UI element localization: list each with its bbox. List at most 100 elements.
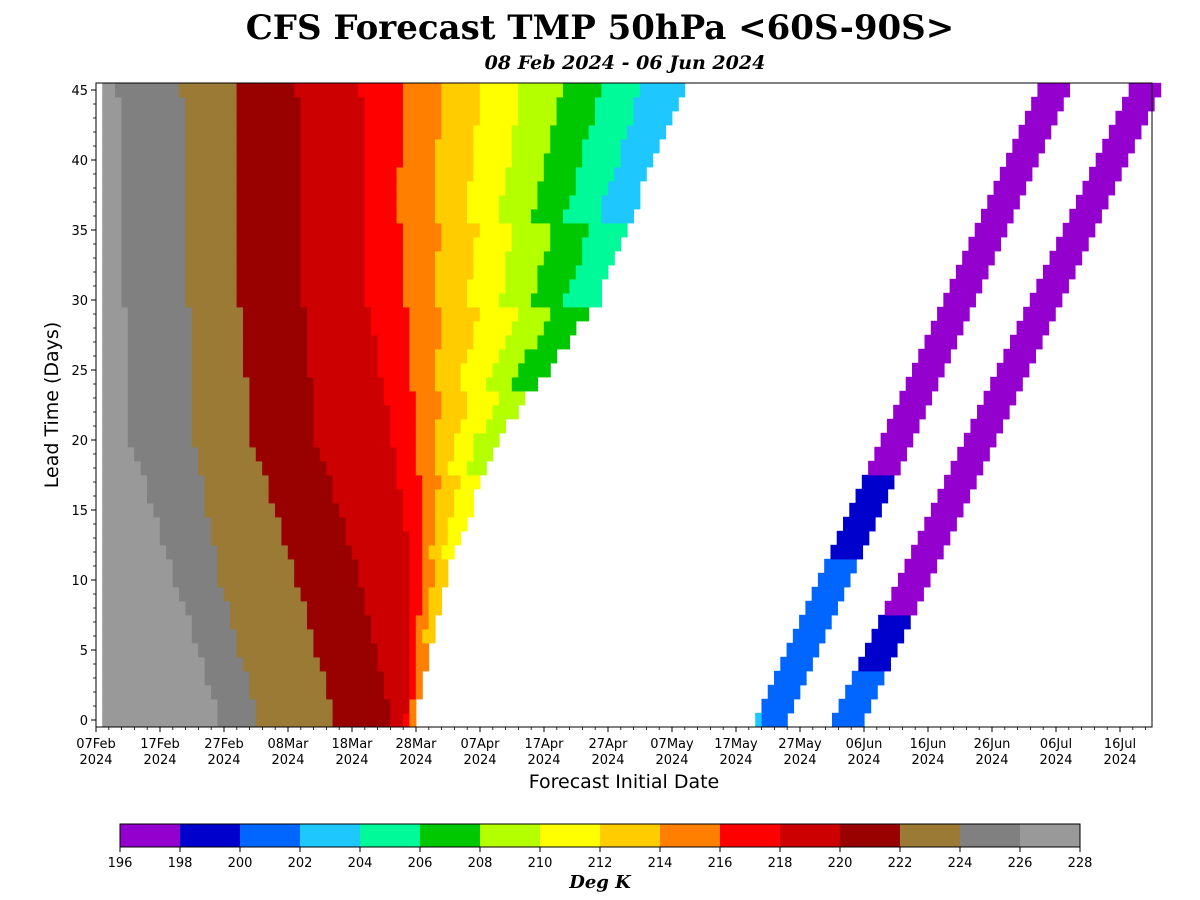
heat-cell xyxy=(319,432,327,448)
heat-cell xyxy=(268,586,276,602)
heat-cell xyxy=(415,82,423,98)
heat-cell xyxy=(607,250,615,266)
heat-cell xyxy=(249,194,257,210)
heat-cell xyxy=(1031,110,1039,126)
heat-cell xyxy=(396,152,404,168)
heat-cell xyxy=(255,96,263,112)
heat-cell xyxy=(153,460,161,476)
heat-cell xyxy=(172,558,180,574)
heat-cell xyxy=(479,278,487,294)
heat-cell xyxy=(377,152,385,168)
heat-cell xyxy=(313,418,321,434)
heat-cell xyxy=(166,124,174,140)
heat-cell xyxy=(217,278,225,294)
heat-cell xyxy=(422,502,430,518)
heat-cell xyxy=(396,278,404,294)
heat-cell xyxy=(864,698,872,714)
heat-cell xyxy=(236,712,244,728)
heat-cell xyxy=(211,110,218,126)
heat-cell xyxy=(843,544,851,560)
heat-cell xyxy=(102,208,110,224)
colorbar-tick-label: 200 xyxy=(228,856,253,871)
heat-cell xyxy=(198,152,206,168)
heat-cell xyxy=(864,670,872,686)
heat-cell xyxy=(223,82,231,98)
heat-cell xyxy=(999,180,1007,196)
heat-cell xyxy=(396,96,404,112)
heat-cell xyxy=(121,502,129,518)
heat-cell xyxy=(761,712,769,728)
heat-cell xyxy=(518,110,526,126)
colorbar-swatch xyxy=(360,824,421,847)
heat-cell xyxy=(890,614,898,630)
heat-cell xyxy=(595,278,602,294)
heat-cell xyxy=(524,250,532,266)
heat-cell xyxy=(975,278,983,294)
heat-cell xyxy=(351,600,359,616)
heat-cell xyxy=(811,614,819,630)
heat-cell xyxy=(441,138,449,154)
heat-cell xyxy=(351,292,359,308)
heat-cell xyxy=(627,152,634,168)
heat-cell xyxy=(607,208,615,224)
heat-cell xyxy=(364,600,372,616)
heat-cell xyxy=(281,152,289,168)
heat-cell xyxy=(108,320,116,336)
heat-cell xyxy=(172,516,180,532)
heat-cell xyxy=(217,572,225,588)
heat-cell xyxy=(140,124,148,140)
heat-cell xyxy=(223,418,231,434)
heat-cell xyxy=(275,250,282,266)
heat-cell xyxy=(396,614,404,630)
heat-cell xyxy=(326,698,334,714)
colorbar-tick-label: 222 xyxy=(888,856,913,871)
heat-cell xyxy=(358,222,366,238)
heat-cell xyxy=(230,432,238,448)
heat-cell xyxy=(249,418,257,434)
heat-cell xyxy=(332,292,340,308)
heat-cell xyxy=(981,250,989,266)
heat-cell xyxy=(326,292,334,308)
heat-cell xyxy=(287,96,295,112)
heat-cell xyxy=(531,180,538,196)
heat-cell xyxy=(371,544,378,560)
heat-cell xyxy=(255,236,263,252)
heat-cell xyxy=(211,698,218,714)
heat-cell xyxy=(409,292,417,308)
heat-cell xyxy=(937,488,945,504)
heat-cell xyxy=(996,418,1004,434)
heat-cell xyxy=(383,698,391,714)
heat-cell xyxy=(441,222,449,238)
heat-cell xyxy=(345,110,353,126)
heat-cell xyxy=(153,432,161,448)
heat-cell xyxy=(217,432,225,448)
heat-cell xyxy=(326,530,334,546)
heat-cell xyxy=(511,166,519,182)
heat-cell xyxy=(217,516,225,532)
heat-cell xyxy=(198,460,206,476)
heat-cell xyxy=(134,712,142,728)
heat-cell xyxy=(575,194,583,210)
heat-cell xyxy=(607,138,615,154)
heat-cell xyxy=(243,516,250,532)
heat-cell xyxy=(236,418,244,434)
heat-cell xyxy=(1134,110,1142,126)
heat-cell xyxy=(1108,152,1116,168)
heat-cell xyxy=(185,712,193,728)
heat-cell xyxy=(255,670,263,686)
heat-cell xyxy=(262,236,270,252)
heat-cell xyxy=(563,306,570,322)
heat-cell xyxy=(230,544,238,560)
heat-cell xyxy=(1003,376,1011,392)
heat-cell xyxy=(307,390,314,406)
heat-cell xyxy=(435,600,442,616)
heat-cell xyxy=(211,292,218,308)
heat-cell xyxy=(428,460,436,476)
heat-cell xyxy=(864,642,872,658)
heat-cell xyxy=(140,572,148,588)
heat-cell xyxy=(1121,138,1129,154)
heat-cell xyxy=(198,712,206,728)
heat-cell xyxy=(383,544,391,560)
heat-cell xyxy=(166,628,174,644)
heat-cell xyxy=(422,446,430,462)
